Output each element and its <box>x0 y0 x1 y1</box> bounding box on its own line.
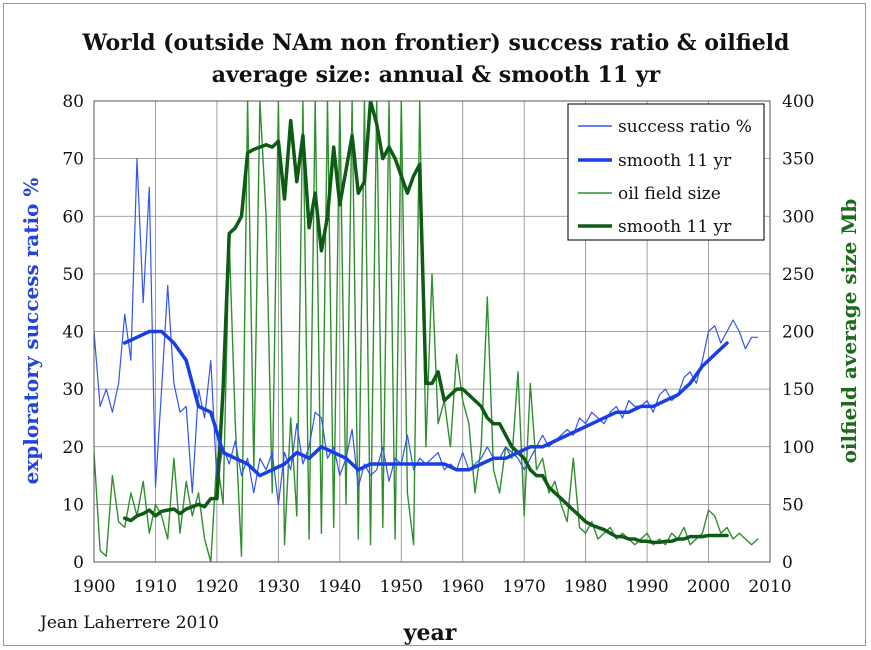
series-oil-field-size <box>94 101 759 562</box>
y-right-tick-label: 50 <box>782 495 804 515</box>
x-tick-label: 1950 <box>380 577 423 597</box>
credit-text: Jean Laherrere 2010 <box>38 613 219 633</box>
x-axis-label: year <box>403 620 457 646</box>
y-left-tick-label: 20 <box>62 438 84 458</box>
y-left-tick-label: 80 <box>62 92 84 112</box>
y-left-tick-label: 10 <box>62 495 84 515</box>
x-tick-label: 1990 <box>625 577 668 597</box>
y-left-tick-label: 70 <box>62 150 84 170</box>
x-tick-label: 1910 <box>134 577 177 597</box>
y-right-tick-label: 300 <box>782 207 814 227</box>
chart-frame <box>3 3 866 646</box>
legend: success ratio % smooth 11 yr oil field s… <box>567 103 765 241</box>
y-right-tick-label: 350 <box>782 150 814 170</box>
x-tick-label: 1970 <box>503 577 546 597</box>
y-left-tick-label: 60 <box>62 207 84 227</box>
y-right-tick-label: 150 <box>782 380 814 400</box>
x-tick-label: 1980 <box>564 577 607 597</box>
chart-title-line2: average size: annual & smooth 11 yr <box>212 62 661 88</box>
legend-label-oil-smooth: smooth 11 yr <box>618 217 732 237</box>
series-success-smooth <box>122 329 729 478</box>
axis-ticks: 1900 1910 1920 1930 1940 1950 1960 1970 1980 1990… <box>62 92 814 597</box>
x-tick-label: 1940 <box>318 577 361 597</box>
x-tick-label: 2000 <box>687 577 730 597</box>
legend-label-oil-field-size: oil field size <box>618 184 721 204</box>
x-tick-label: 1960 <box>441 577 484 597</box>
y-right-tick-label: 100 <box>782 438 814 458</box>
y-right-tick-label: 0 <box>782 553 793 573</box>
y-right-tick-label: 250 <box>782 265 814 285</box>
x-tick-label: 2010 <box>748 577 791 597</box>
x-tick-label: 1930 <box>257 577 300 597</box>
plot-border <box>93 100 771 563</box>
y-axis-right-label: oilfield average size Mb <box>837 199 861 464</box>
x-tick-label: 1920 <box>195 577 238 597</box>
y-right-tick-label: 400 <box>782 92 814 112</box>
series-oil-smooth <box>122 101 729 545</box>
y-right-tick-label: 200 <box>782 323 814 343</box>
y-left-tick-label: 30 <box>62 380 84 400</box>
y-left-tick-label: 0 <box>73 553 84 573</box>
legend-label-success-smooth: smooth 11 yr <box>618 151 732 171</box>
legend-label-success-ratio: success ratio % <box>618 117 752 137</box>
x-tick-label: 1900 <box>72 577 115 597</box>
y-left-tick-label: 40 <box>62 323 84 343</box>
y-left-tick-label: 50 <box>62 265 84 285</box>
y-axis-left-label: exploratory success ratio % <box>19 178 43 485</box>
chart-title-line1: World (outside NAm non frontier) success… <box>82 30 790 56</box>
series-layer <box>94 101 759 562</box>
